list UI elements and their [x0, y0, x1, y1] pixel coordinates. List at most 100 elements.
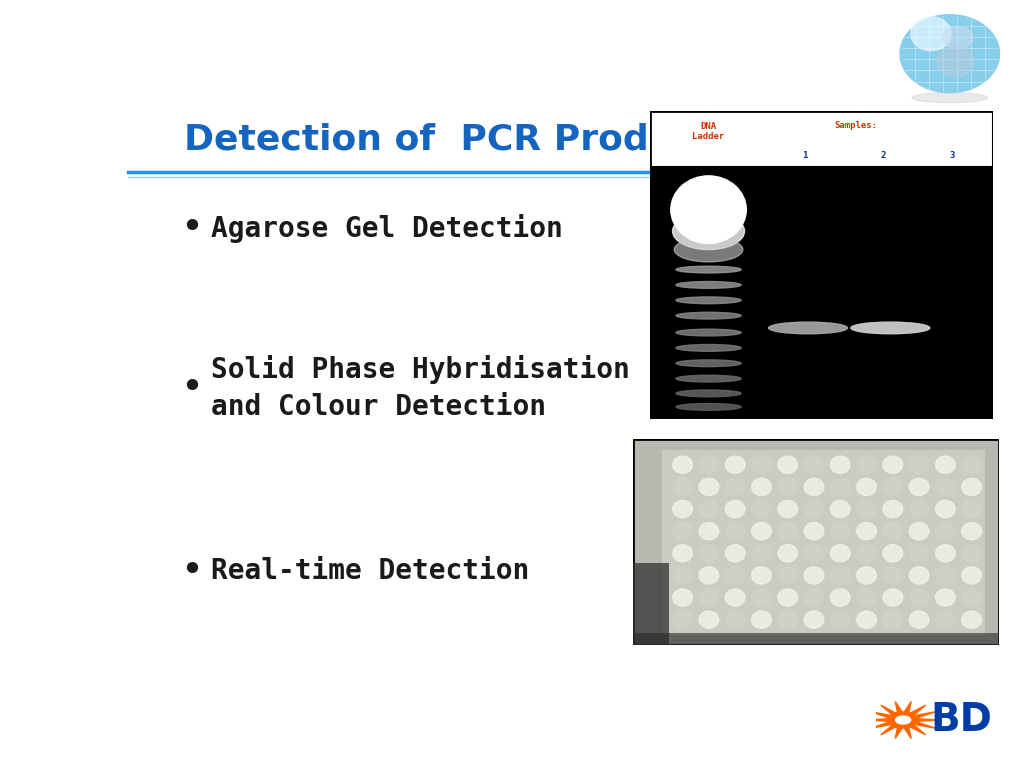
- Ellipse shape: [752, 589, 771, 606]
- Ellipse shape: [673, 545, 692, 562]
- Ellipse shape: [936, 522, 955, 540]
- Ellipse shape: [857, 478, 877, 495]
- Ellipse shape: [883, 456, 903, 473]
- Ellipse shape: [673, 611, 692, 628]
- Ellipse shape: [909, 567, 929, 584]
- Ellipse shape: [883, 567, 903, 584]
- Text: DNA
Ladder: DNA Ladder: [692, 121, 725, 141]
- Text: 1: 1: [802, 151, 807, 161]
- Ellipse shape: [725, 589, 745, 606]
- Polygon shape: [867, 719, 891, 721]
- Bar: [633, 633, 999, 645]
- Ellipse shape: [912, 93, 987, 103]
- Ellipse shape: [830, 478, 850, 495]
- Ellipse shape: [752, 567, 771, 584]
- Text: Samples:: Samples:: [835, 121, 878, 130]
- Ellipse shape: [676, 403, 741, 410]
- Polygon shape: [915, 719, 939, 721]
- Ellipse shape: [699, 567, 719, 584]
- Ellipse shape: [909, 522, 929, 540]
- Bar: [650, 167, 993, 419]
- Polygon shape: [908, 724, 926, 735]
- Ellipse shape: [830, 545, 850, 562]
- Ellipse shape: [909, 589, 929, 606]
- Ellipse shape: [883, 478, 903, 495]
- Text: Plate Hybridisation: Plate Hybridisation: [657, 604, 864, 623]
- Ellipse shape: [936, 478, 955, 495]
- Ellipse shape: [725, 545, 745, 562]
- Ellipse shape: [900, 15, 999, 93]
- Ellipse shape: [962, 478, 981, 495]
- Ellipse shape: [778, 589, 798, 606]
- Polygon shape: [870, 712, 893, 719]
- Polygon shape: [908, 705, 926, 716]
- Text: Detection of  PCR Products: Detection of PCR Products: [183, 122, 734, 157]
- Ellipse shape: [673, 213, 744, 250]
- Ellipse shape: [673, 522, 692, 540]
- Ellipse shape: [673, 501, 692, 518]
- Ellipse shape: [752, 501, 771, 518]
- Ellipse shape: [883, 501, 903, 518]
- Ellipse shape: [673, 478, 692, 495]
- Ellipse shape: [909, 611, 929, 628]
- Ellipse shape: [778, 567, 798, 584]
- Ellipse shape: [778, 501, 798, 518]
- Ellipse shape: [936, 589, 955, 606]
- Ellipse shape: [962, 456, 981, 473]
- Ellipse shape: [883, 545, 903, 562]
- Ellipse shape: [699, 611, 719, 628]
- Ellipse shape: [676, 297, 741, 303]
- Ellipse shape: [936, 47, 974, 77]
- Ellipse shape: [778, 522, 798, 540]
- Ellipse shape: [857, 567, 877, 584]
- Ellipse shape: [676, 360, 741, 366]
- Text: Solid Phase Hybridisation
and Colour Detection: Solid Phase Hybridisation and Colour Det…: [211, 355, 630, 421]
- Ellipse shape: [674, 237, 742, 262]
- Ellipse shape: [936, 501, 955, 518]
- Ellipse shape: [962, 501, 981, 518]
- Ellipse shape: [676, 266, 741, 273]
- Ellipse shape: [725, 522, 745, 540]
- Ellipse shape: [830, 501, 850, 518]
- Ellipse shape: [673, 567, 692, 584]
- Ellipse shape: [936, 567, 955, 584]
- Ellipse shape: [671, 176, 746, 243]
- Polygon shape: [895, 701, 903, 714]
- Ellipse shape: [830, 456, 850, 473]
- Ellipse shape: [936, 545, 955, 562]
- Ellipse shape: [830, 589, 850, 606]
- Bar: [650, 111, 993, 167]
- Polygon shape: [895, 726, 903, 739]
- Ellipse shape: [752, 522, 771, 540]
- Circle shape: [888, 712, 919, 728]
- Ellipse shape: [725, 567, 745, 584]
- Ellipse shape: [804, 456, 824, 473]
- Ellipse shape: [857, 545, 877, 562]
- Ellipse shape: [778, 456, 798, 473]
- Ellipse shape: [804, 567, 824, 584]
- Ellipse shape: [962, 567, 981, 584]
- Ellipse shape: [962, 589, 981, 606]
- Ellipse shape: [699, 478, 719, 495]
- Polygon shape: [881, 705, 898, 716]
- Ellipse shape: [752, 456, 771, 473]
- Bar: [633, 563, 670, 645]
- Ellipse shape: [778, 611, 798, 628]
- Ellipse shape: [830, 522, 850, 540]
- Text: Agarose Gel Detection: Agarose Gel Detection: [211, 214, 563, 243]
- Polygon shape: [870, 721, 893, 728]
- Ellipse shape: [962, 545, 981, 562]
- Ellipse shape: [769, 322, 848, 334]
- Ellipse shape: [804, 522, 824, 540]
- Ellipse shape: [725, 478, 745, 495]
- Ellipse shape: [804, 501, 824, 518]
- Ellipse shape: [699, 589, 719, 606]
- Polygon shape: [881, 724, 898, 735]
- Polygon shape: [913, 712, 936, 719]
- Ellipse shape: [857, 611, 877, 628]
- Text: 3: 3: [949, 151, 954, 161]
- Ellipse shape: [804, 545, 824, 562]
- Polygon shape: [903, 701, 911, 714]
- Ellipse shape: [676, 282, 741, 288]
- Ellipse shape: [778, 545, 798, 562]
